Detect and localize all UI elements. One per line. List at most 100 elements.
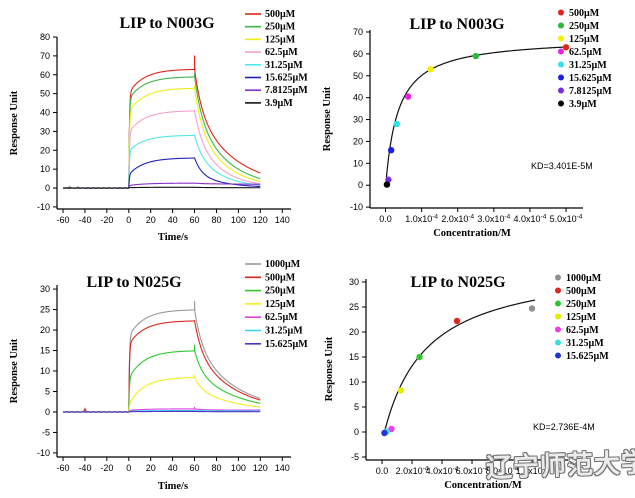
x-tick-label: 100 xyxy=(231,215,246,225)
legend-label: 7.8125µM xyxy=(265,85,308,96)
y-tick-label: 10 xyxy=(353,158,363,168)
tick-labels: 0.0 2.0x10-44.0x10-46.0x10-48.0x10-41.0x1… xyxy=(349,277,549,476)
tick-labels: -60 -40 -20 0 20 40 60 80 100 120 140 -10 -5 0 5 10 15 20… xyxy=(37,284,290,473)
legend-label: 500µM xyxy=(566,286,597,297)
series-500µM xyxy=(63,55,261,189)
y-tick-label: 0 xyxy=(45,407,50,417)
point-15.625µM xyxy=(381,429,388,437)
x-tick-label: 6.0x10-4 xyxy=(456,466,489,477)
legend-label: 125µM xyxy=(265,34,296,45)
sensorgram-n003g-chart: -60 -40 -20 0 20 40 60 80 100 120 140 -10 0 10 20 30 40 5… xyxy=(9,9,308,243)
legend-label: 250µM xyxy=(265,286,296,297)
y-tick-label: 15 xyxy=(349,352,359,362)
kd-annotation: KD=2.736E-4M xyxy=(533,422,595,432)
series-15.625µM xyxy=(62,410,261,413)
point-7.8125µM xyxy=(385,176,392,183)
point-250µM xyxy=(472,52,479,60)
legend-label: 125µM xyxy=(265,299,296,310)
legend-swatch xyxy=(555,313,561,320)
kd-annotation: KD=3.401E-5M xyxy=(531,161,593,171)
legend-label: 500µM xyxy=(265,9,296,20)
chart-title: LIP to N003G xyxy=(409,16,505,33)
legend-label: 15.625µM xyxy=(566,351,609,362)
legend: 500µM 250µM 125µM 62.5µM 31.25µM 15.625µM 7.81… xyxy=(558,8,612,110)
legend-label: 1000µM xyxy=(265,259,301,270)
legend-swatch xyxy=(555,287,561,294)
x-tick-label: 40 xyxy=(168,463,178,473)
y-tick-label: -5 xyxy=(42,427,50,437)
y-tick-label: 50 xyxy=(40,89,50,99)
tick-labels: -60 -40 -20 0 20 40 60 80 100 120 140 -10 0 10 20 30 40 5… xyxy=(37,32,290,225)
x-tick-label: 0.0 xyxy=(376,466,389,476)
legend-label: 62.5µM xyxy=(566,325,599,336)
x-tick-label: 2.0x10-4 xyxy=(441,214,474,225)
point-500µM xyxy=(562,44,570,51)
x-tick-label: -20 xyxy=(100,463,113,473)
legend-label: 3.9µM xyxy=(569,99,597,110)
x-tick-label: 80 xyxy=(211,215,221,225)
x-tick-label: 140 xyxy=(275,463,290,473)
legend-swatch xyxy=(558,87,564,94)
legend-swatch xyxy=(555,339,561,346)
legend: 1000µM 500µM 250µM 125µM 62.5µM 31.25µM 15.625… xyxy=(555,273,609,362)
x-tick-label: 60 xyxy=(190,463,200,473)
legend-label: 500µM xyxy=(569,8,600,19)
point-62.5µM xyxy=(404,93,412,100)
legend-swatch xyxy=(558,48,564,55)
fit-curve xyxy=(385,46,567,178)
x-tick-label: 4.0x10-4 xyxy=(514,214,547,225)
legend-swatch xyxy=(558,22,564,29)
legend-label: 62.5µM xyxy=(265,312,298,323)
point-125µM xyxy=(427,65,434,73)
legend-label: 62.5µM xyxy=(265,47,298,58)
x-tick-label: -40 xyxy=(78,463,91,473)
legend-label: 15.625µM xyxy=(569,73,612,84)
university-watermark: 辽宁师范大学 xyxy=(485,448,635,484)
point-125µM xyxy=(397,387,404,394)
legend-swatch xyxy=(558,100,564,107)
x-tick-label: 0 xyxy=(126,463,131,473)
x-tick-label: 1.0x10-3 xyxy=(516,466,549,477)
y-tick-label: 30 xyxy=(349,277,359,287)
x-tick-label: 0.0 xyxy=(379,214,392,224)
y-tick-label: -10 xyxy=(37,448,50,458)
series-500µM xyxy=(62,320,261,413)
y-tick-label: 5 xyxy=(354,402,359,412)
affinity-n025g-chart: 0.0 2.0x10-44.0x10-46.0x10-48.0x10-41.0x1… xyxy=(324,273,609,491)
y-tick-label: -5 xyxy=(351,452,359,462)
data-points xyxy=(383,44,570,188)
series-31.25µM xyxy=(63,134,261,189)
legend-label: 31.25µM xyxy=(569,60,607,71)
y-tick-label: 50 xyxy=(353,71,363,81)
series-curves xyxy=(62,55,261,189)
y-tick-label: 10 xyxy=(40,366,50,376)
y-tick-label: 10 xyxy=(40,164,50,174)
x-axis-label: Concentration/M xyxy=(444,480,522,491)
point-31.25µM xyxy=(393,120,401,128)
chart-title: LIP to N003G xyxy=(119,15,215,32)
legend-swatch xyxy=(558,61,564,68)
y-tick-label: 70 xyxy=(40,51,50,61)
x-tick-label: -40 xyxy=(78,215,91,225)
legend-swatch xyxy=(558,35,564,42)
x-axis-label: Concentration/M xyxy=(433,228,511,239)
y-axis-label: Response Unit xyxy=(9,338,20,403)
point-62.5µM xyxy=(388,425,395,433)
x-tick-label: 20 xyxy=(146,463,156,473)
y-tick-label: 25 xyxy=(40,305,50,315)
x-tick-label: 120 xyxy=(253,463,268,473)
point-250µM xyxy=(416,353,423,361)
tick-labels: 0.0 1.0x10-4 2.0x10-4 3.0x10-4 4.0x10-4 5.0x1… xyxy=(350,27,583,224)
legend-label: 125µM xyxy=(569,34,600,45)
x-tick-label: 120 xyxy=(253,215,268,225)
legend-swatch xyxy=(558,9,564,16)
legend-label: 125µM xyxy=(566,312,597,323)
x-tick-label: 80 xyxy=(211,463,221,473)
legend-label: 31.25µM xyxy=(265,326,303,337)
y-tick-label: 20 xyxy=(40,325,50,335)
legend-label: 15.625µM xyxy=(265,339,308,350)
y-tick-label: 30 xyxy=(40,284,50,294)
y-tick-label: 30 xyxy=(40,126,50,136)
y-axis-label: Response Unit xyxy=(324,336,335,401)
